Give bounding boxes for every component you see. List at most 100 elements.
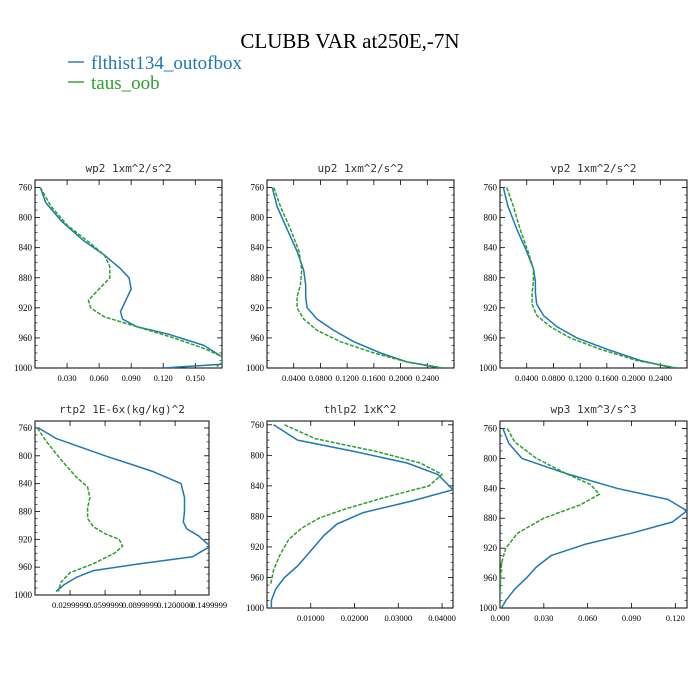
plot-frame [266, 179, 455, 369]
x-tick-label: 0.0899999 [122, 600, 158, 610]
y-tick-label: 760 [484, 423, 498, 433]
x-tick-label: 0.0599999 [87, 600, 123, 610]
legend: flthist134_outofbox taus_oob [68, 53, 242, 94]
series-line-taus-oob [272, 187, 445, 368]
x-tick-label: 0.0299999 [52, 600, 88, 610]
x-tick-label: 0.090 [122, 373, 141, 383]
y-tick-label: 760 [251, 420, 265, 430]
y-tick-label: 760 [19, 423, 33, 433]
x-tick-label: 0.1499999 [191, 600, 227, 610]
x-tick-label: 0.2400 [649, 373, 672, 383]
y-tick-label: 960 [19, 333, 33, 343]
x-tick-label: 0.1200000 [157, 600, 193, 610]
x-tick-label: 0.0400 [515, 373, 538, 383]
y-tick-label: 920 [484, 303, 498, 313]
y-tick-label: 880 [19, 273, 33, 283]
x-tick-label: 0.1600 [362, 373, 385, 383]
y-tick-label: 800 [484, 213, 498, 223]
x-tick-label: 0.01000 [297, 613, 325, 623]
series-line-taus-oob [505, 187, 678, 368]
x-tick-label: 0.1200 [335, 373, 358, 383]
plot-frame [34, 420, 210, 596]
panel-5: thlp2 1xK^2 760 800 840 880 920 960 1000 0.01000… [246, 403, 456, 623]
y-tick-label: 760 [484, 183, 498, 193]
y-tick-label: 1000 [479, 363, 498, 373]
series-line-flthist134-outofbox [270, 424, 453, 608]
y-tick-label: 840 [251, 243, 265, 253]
x-tick-label: 0.060 [90, 373, 109, 383]
x-tick-label: 0.02000 [341, 613, 369, 623]
y-tick-label: 760 [251, 183, 265, 193]
x-tick-label: 0.2000 [389, 373, 412, 383]
x-tick-label: 0.030 [534, 613, 553, 623]
x-tick-label: 0.000 [490, 613, 509, 623]
y-tick-label: 880 [484, 513, 498, 523]
series-line-taus-oob [500, 428, 601, 608]
x-tick-label: 0.090 [622, 613, 641, 623]
plot-frame [34, 179, 223, 369]
panel-title: wp3 1xm^3/s^3 [550, 403, 636, 416]
y-tick-label: 1000 [246, 603, 265, 613]
y-tick-label: 880 [19, 506, 33, 516]
x-tick-label: 0.1200 [568, 373, 591, 383]
x-tick-label: 0.1600 [595, 373, 618, 383]
y-tick-label: 1000 [246, 363, 265, 373]
series-line-flthist134-outofbox [502, 187, 674, 368]
x-tick-label: 0.2400 [416, 373, 439, 383]
panel-title: rtp2 1E-6x(kg/kg)^2 [59, 403, 185, 416]
panel-2: up2 1xm^2/s^2 760 800 840 880 920 960 1000 0.040… [246, 162, 455, 383]
y-tick-label: 920 [19, 534, 33, 544]
y-tick-label: 800 [19, 213, 33, 223]
x-tick-label: 0.030 [57, 373, 76, 383]
y-tick-label: 840 [19, 243, 33, 253]
series-line-taus-oob [36, 427, 124, 592]
y-tick-label: 800 [19, 451, 33, 461]
x-tick-label: 0.0800 [309, 373, 332, 383]
x-tick-label: 0.120 [154, 373, 173, 383]
x-tick-label: 0.0800 [542, 373, 565, 383]
series-line-flthist134-outofbox [271, 187, 441, 368]
series-line-taus-oob [39, 187, 222, 368]
y-tick-label: 800 [484, 453, 498, 463]
y-tick-label: 960 [484, 333, 498, 343]
x-tick-label: 0.03000 [384, 613, 412, 623]
y-tick-label: 960 [251, 572, 265, 582]
x-tick-label: 0.120 [666, 613, 685, 623]
x-tick-label: 0.2000 [622, 373, 645, 383]
y-tick-label: 800 [251, 213, 265, 223]
y-tick-label: 960 [19, 562, 33, 572]
panel-4: rtp2 1E-6x(kg/kg)^2 760 800 840 880 920 960 100… [14, 403, 227, 610]
y-tick-label: 840 [19, 479, 33, 489]
panel-3: vp2 1xm^2/s^2 760 800 840 880 920 960 1000 0.040… [479, 162, 688, 383]
y-tick-label: 840 [484, 243, 498, 253]
x-tick-label: 0.0400 [282, 373, 305, 383]
panel-title: wp2 1xm^2/s^2 [85, 162, 171, 175]
legend-label-2: taus_oob [91, 73, 160, 94]
series-line-flthist134-outofbox [38, 427, 209, 593]
series-line-flthist134-outofbox [39, 187, 222, 368]
panel-title: up2 1xm^2/s^2 [317, 162, 403, 175]
figure-title: CLUBB VAR at250E,-7N [240, 29, 459, 53]
y-tick-label: 1000 [14, 363, 33, 373]
x-tick-label: 0.060 [578, 613, 597, 623]
y-tick-label: 880 [251, 511, 265, 521]
series-line-taus-oob [269, 424, 443, 586]
y-tick-label: 960 [251, 333, 265, 343]
y-tick-label: 960 [484, 573, 498, 583]
panel-1: wp2 1xm^2/s^2 760 800 840 880 920 960 1000 0.030… [14, 162, 223, 383]
y-tick-label: 920 [251, 542, 265, 552]
y-tick-label: 840 [484, 483, 498, 493]
y-tick-label: 760 [19, 183, 33, 193]
plot-frame [266, 420, 454, 609]
plot-frame [499, 420, 688, 609]
y-tick-label: 920 [484, 543, 498, 553]
plot-frame [499, 179, 688, 369]
y-tick-label: 880 [484, 273, 498, 283]
y-tick-label: 1000 [479, 603, 498, 613]
y-tick-label: 1000 [14, 590, 33, 600]
x-tick-label: 0.04000 [428, 613, 456, 623]
panel-title: vp2 1xm^2/s^2 [550, 162, 636, 175]
y-tick-label: 800 [251, 450, 265, 460]
x-tick-label: 0.150 [186, 373, 205, 383]
